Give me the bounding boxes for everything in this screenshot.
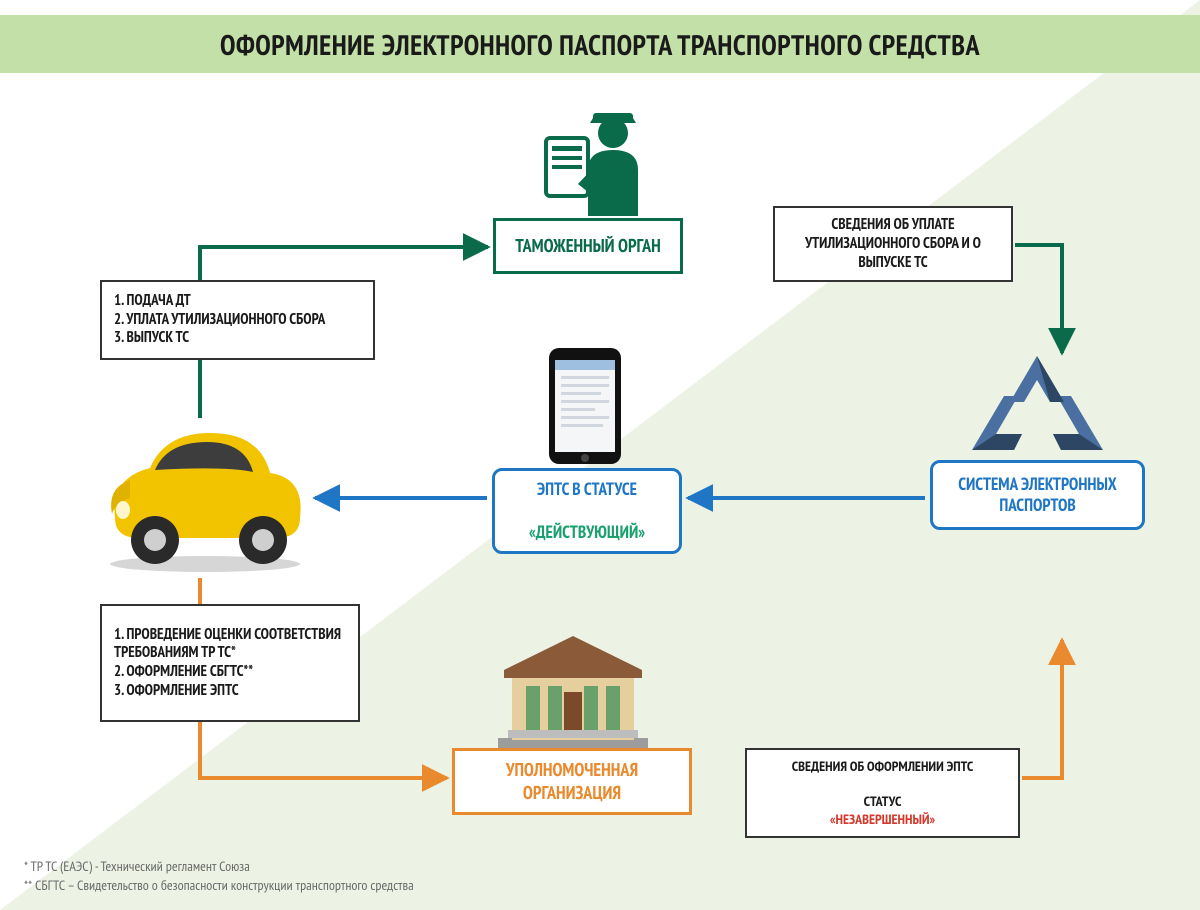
- line: 3. ОФОРМЛЕНИЕ ЭПТС: [114, 682, 346, 701]
- car-icon: [95, 418, 315, 573]
- line: 1. ПОДАЧА ДТ: [114, 292, 361, 311]
- label: СИСТЕМА ЭЛЕКТРОННЫХ ПАСПОРТОВ: [945, 474, 1130, 517]
- line: 3. ВЫПУСК ТС: [114, 329, 361, 348]
- box-system: СИСТЕМА ЭЛЕКТРОННЫХ ПАСПОРТОВ: [930, 460, 1145, 530]
- phone-icon: [545, 346, 625, 466]
- box-epts-status: ЭПТС В СТАТУСЕ «ДЕЙСТВУЮЩИЙ»: [492, 468, 682, 554]
- customs-officer-icon: [538, 98, 648, 216]
- line2-accent: «НЕЗАВЕРШЕННЫЙ»: [759, 811, 1006, 829]
- building-icon: [498, 628, 648, 748]
- line2-prefix: СТАТУС: [759, 793, 1006, 811]
- label: УПОЛНОМОЧЕННАЯ ОРГАНИЗАЦИЯ: [467, 759, 677, 804]
- label: ТАМОЖЕННЫЙ ОРГАН: [508, 235, 668, 258]
- line2: «ДЕЙСТВУЮЩИЙ»: [507, 522, 667, 543]
- footnote-1: * ТР ТС (ЕАЭС) - Технический регламент С…: [24, 857, 414, 877]
- footnotes: * ТР ТС (ЕАЭС) - Технический регламент С…: [24, 857, 414, 896]
- label: СВЕДЕНИЯ ОБ УПЛАТЕ УТИЛИЗАЦИОННОГО СБОРА…: [787, 216, 999, 272]
- box-org: УПОЛНОМОЧЕННАЯ ОРГАНИЗАЦИЯ: [452, 748, 692, 815]
- box-steps-bottom: 1. ПРОВЕДЕНИЕ ОЦЕНКИ СООТВЕТСТВИЯ ТРЕБОВ…: [100, 604, 360, 722]
- box-customs-info: СВЕДЕНИЯ ОБ УПЛАТЕ УТИЛИЗАЦИОННОГО СБОРА…: [773, 206, 1013, 282]
- system-logo-icon: [960, 350, 1115, 460]
- footnote-2: ** СБГТС – Свидетельство о безопасности …: [24, 876, 414, 896]
- line: 1. ПРОВЕДЕНИЕ ОЦЕНКИ СООТВЕТСТВИЯ ТРЕБОВ…: [114, 626, 346, 664]
- line: 2. ОФОРМЛЕНИЕ СБГТС**: [114, 663, 346, 682]
- line: 2. УПЛАТА УТИЛИЗАЦИОННОГО СБОРА: [114, 311, 361, 330]
- line1: ЭПТС В СТАТУСЕ: [507, 479, 667, 500]
- box-steps-top: 1. ПОДАЧА ДТ 2. УПЛАТА УТИЛИЗАЦИОННОГО С…: [100, 280, 375, 360]
- box-org-info: СВЕДЕНИЯ ОБ ОФОРМЛЕНИИ ЭПТС СТАТУС «НЕЗА…: [745, 748, 1020, 838]
- line1: СВЕДЕНИЯ ОБ ОФОРМЛЕНИИ ЭПТС: [759, 758, 1006, 776]
- box-customs: ТАМОЖЕННЫЙ ОРГАН: [493, 218, 683, 274]
